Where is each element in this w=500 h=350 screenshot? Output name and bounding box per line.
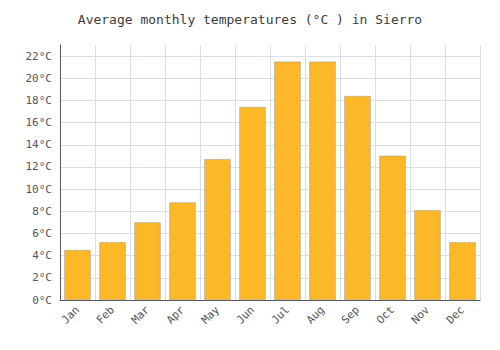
svg-text:4°C: 4°C <box>32 249 52 262</box>
svg-text:Jan: Jan <box>59 303 82 326</box>
svg-text:Dec: Dec <box>444 303 467 326</box>
svg-text:May: May <box>199 303 222 326</box>
svg-text:12°C: 12°C <box>26 160 53 173</box>
svg-text:Jul: Jul <box>269 303 292 326</box>
svg-text:Apr: Apr <box>164 303 187 326</box>
svg-text:14°C: 14°C <box>26 138 53 151</box>
svg-text:Sep: Sep <box>339 303 362 326</box>
svg-text:Average monthly temperatures (: Average monthly temperatures (°C ) in Si… <box>78 12 422 27</box>
svg-text:20°C: 20°C <box>26 72 53 85</box>
svg-text:Aug: Aug <box>304 303 327 326</box>
svg-text:6°C: 6°C <box>32 227 52 240</box>
svg-text:16°C: 16°C <box>26 116 53 129</box>
svg-text:Nov: Nov <box>409 303 432 326</box>
svg-text:22°C: 22°C <box>26 50 53 63</box>
svg-text:Oct: Oct <box>374 303 397 326</box>
svg-text:18°C: 18°C <box>26 94 53 107</box>
svg-text:Mar: Mar <box>129 303 152 326</box>
svg-text:8°C: 8°C <box>32 205 52 218</box>
svg-text:Jun: Jun <box>234 303 257 326</box>
svg-text:2°C: 2°C <box>32 271 52 284</box>
svg-text:Feb: Feb <box>94 303 117 326</box>
svg-text:0°C: 0°C <box>32 294 52 307</box>
svg-text:10°C: 10°C <box>26 183 53 196</box>
